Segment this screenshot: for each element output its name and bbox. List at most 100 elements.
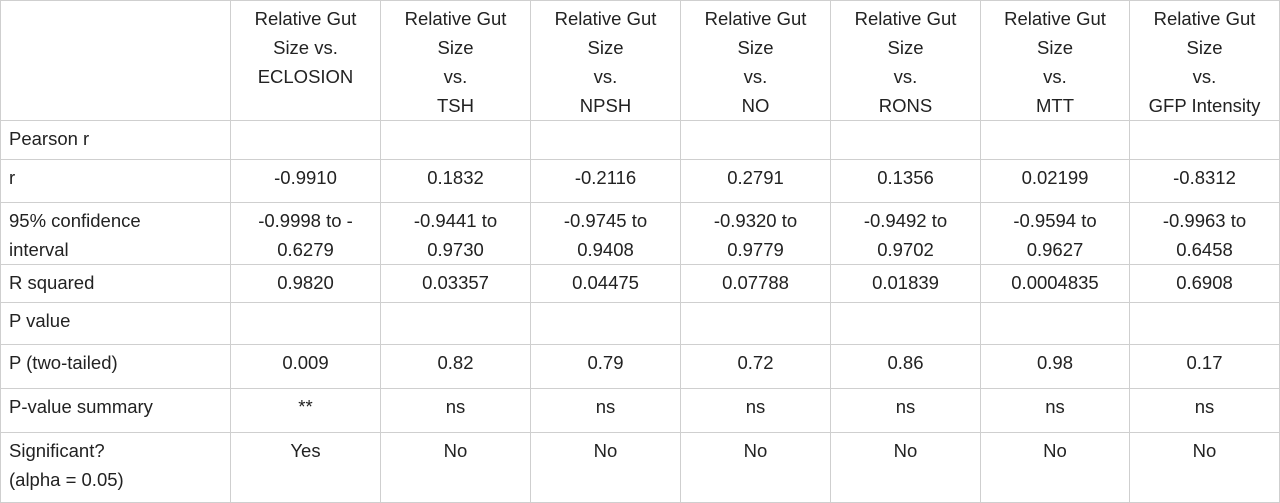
value-cell: -0.9745 to 0.9408 [530,202,681,265]
data-row: P (two-tailed) 0.009 0.82 0.79 0.72 0.86 0.98 0… [0,344,1280,389]
cell-text: vs. [1043,66,1067,87]
value-cell: -0.2116 [530,159,681,203]
value-cell: No [680,432,831,503]
value-cell: ns [530,388,681,433]
cell-text: Relative Gut [704,8,807,29]
header-cell: Relative Gut Size vs. NO [680,0,831,121]
header-cell: Relative Gut Size vs. ECLOSION [230,0,381,121]
cell-text: P value [9,310,71,331]
value-cell [980,120,1130,160]
value-cell: 0.79 [530,344,681,389]
row-label: 95% confidence interval [0,202,231,265]
cell-text: ns [1045,396,1065,417]
value-cell [380,302,531,345]
value-cell: -0.9594 to 0.9627 [980,202,1130,265]
cell-text: 0.6279 [277,239,334,260]
value-cell: 0.02199 [980,159,1130,203]
value-cell: No [380,432,531,503]
corner-cell [0,0,231,121]
value-cell: 0.07788 [680,264,831,303]
value-cell: 0.04475 [530,264,681,303]
cell-text: NPSH [579,95,632,116]
header-cell: Relative Gut Size vs. RONS [830,0,981,121]
cell-text: r [9,167,16,188]
row-label: Pearson r [0,120,231,160]
value-cell: -0.8312 [1129,159,1280,203]
value-cell: ns [1129,388,1280,433]
cell-text: Relative Gut [404,8,507,29]
value-cell: -0.9910 [230,159,381,203]
data-row: r -0.9910 0.1832 -0.2116 0.2791 0.1356 0.02199… [0,159,1280,203]
value-cell: 0.86 [830,344,981,389]
header-cell: Relative Gut Size vs. NPSH [530,0,681,121]
cell-text: Size [437,37,474,58]
cell-text: 0.0004835 [1011,272,1099,293]
value-cell: No [980,432,1130,503]
header-cell: Relative Gut Size vs. TSH [380,0,531,121]
cell-text: Size [887,37,924,58]
cell-text: MTT [1035,95,1074,116]
cell-text: 0.03357 [422,272,489,293]
cell-text: 0.07788 [722,272,789,293]
cell-text: 0.9408 [577,239,634,260]
value-cell [1129,120,1280,160]
cell-text: GFP Intensity [1148,95,1261,116]
cell-text: -0.9441 to [413,210,498,231]
cell-text: -0.2116 [574,167,637,188]
value-cell [680,302,831,345]
value-cell: 0.6908 [1129,264,1280,303]
cell-text: 0.1832 [427,167,484,188]
cell-text: 0.6908 [1176,272,1233,293]
cell-text: No [893,440,918,461]
value-cell [380,120,531,160]
cell-text: ns [1194,396,1215,417]
row-label: P value [0,302,231,345]
cell-text: -0.9320 to [713,210,798,231]
value-cell: -0.9441 to 0.9730 [380,202,531,265]
cell-text: 0.98 [1036,352,1073,373]
cell-text: 0.9627 [1026,239,1084,260]
cell-text: Pearson r [9,128,90,149]
cell-text: Size vs. [273,37,338,58]
cell-text: interval [9,239,69,260]
value-cell: ns [980,388,1130,433]
cell-text: 0.009 [282,352,329,373]
cell-text: vs. [893,66,918,87]
value-cell: 0.72 [680,344,831,389]
cell-text: 0.9702 [877,239,934,260]
cell-text: vs. [443,66,468,87]
value-cell: ns [380,388,531,433]
cell-text: Relative Gut [1153,8,1256,29]
data-row: Pearson r [0,120,1280,160]
value-cell [830,302,981,345]
value-cell: 0.0004835 [980,264,1130,303]
data-row: P-value summary ** ns ns ns ns ns ns [0,388,1280,433]
cell-text: R squared [9,272,95,293]
header-cell: Relative Gut Size vs. MTT [980,0,1130,121]
value-cell [680,120,831,160]
value-cell: 0.1832 [380,159,531,203]
cell-text: NO [741,95,770,116]
cell-text: 0.72 [737,352,774,373]
cell-text: Relative Gut [854,8,957,29]
cell-text: No [593,440,618,461]
value-cell: -0.9320 to 0.9779 [680,202,831,265]
cell-text: 95% confidence [9,210,141,231]
cell-text: P (two-tailed) [9,352,118,373]
value-cell [230,120,381,160]
cell-text: ** [298,396,313,417]
cell-text: ns [595,396,616,417]
data-row: 95% confidence interval -0.9998 to - 0.6279… [0,202,1280,265]
value-cell: No [830,432,981,503]
value-cell: 0.2791 [680,159,831,203]
value-cell: -0.9998 to - 0.6279 [230,202,381,265]
cell-text: -0.9492 to [863,210,948,231]
cell-text: 0.17 [1186,352,1223,373]
value-cell: 0.98 [980,344,1130,389]
value-cell: ns [680,388,831,433]
cell-text: Size [737,37,774,58]
cell-text: No [443,440,468,461]
value-cell: No [530,432,681,503]
